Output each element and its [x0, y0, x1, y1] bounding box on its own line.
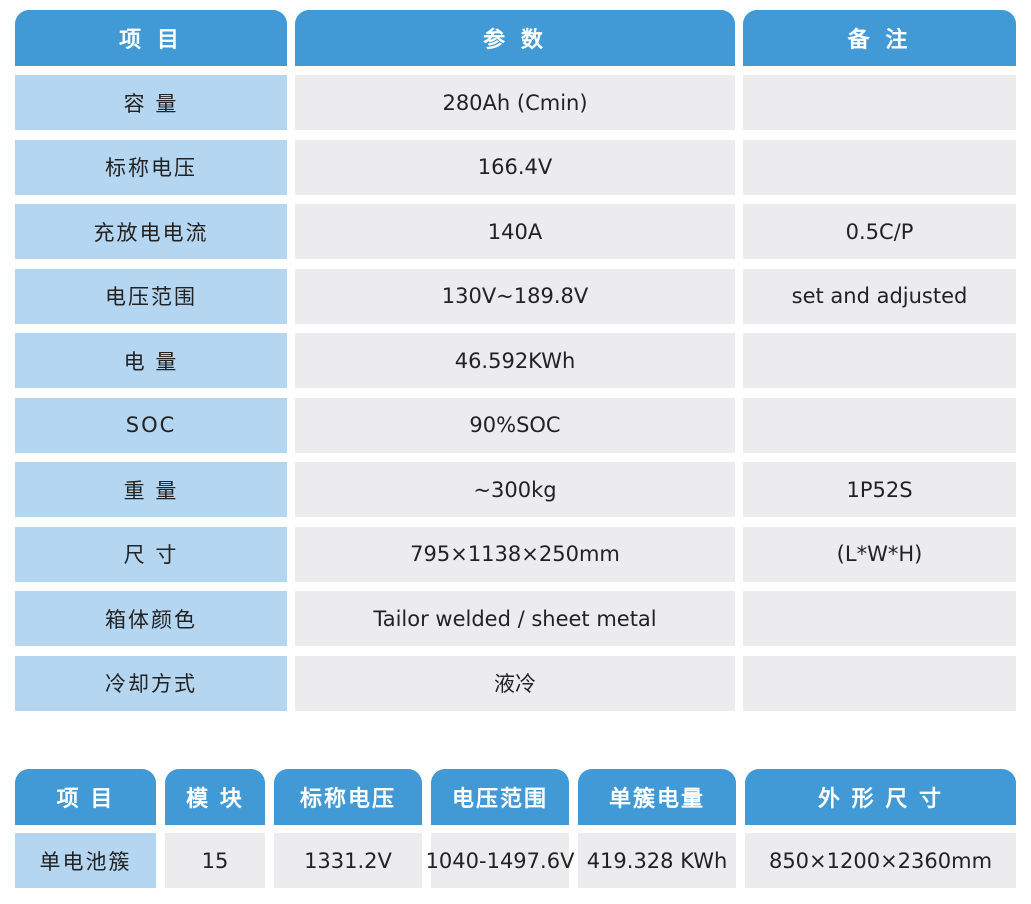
- header-item: 项 目: [15, 10, 287, 66]
- spec-cell-note: [743, 139, 1016, 195]
- spec-cell-param: ~300kg: [295, 462, 735, 517]
- spec-cell-param: Tailor welded / sheet metal: [295, 591, 735, 646]
- spec-cell-param: 90%SOC: [295, 397, 735, 453]
- header-param: 参 数: [295, 10, 735, 66]
- spec-cell-note: 1P52S: [743, 462, 1016, 517]
- cluster-header-0: 项 目: [15, 769, 156, 825]
- spec-cell-item: 冷却方式: [15, 655, 287, 711]
- spec-cell-item: 尺 寸: [15, 526, 287, 582]
- spec-cell-param: 280Ah (Cmin): [295, 75, 735, 130]
- spec-cell-note: [743, 397, 1016, 453]
- spec-cell-item: 容 量: [15, 75, 287, 130]
- cluster-cell-1: 15: [165, 833, 265, 888]
- spec-cell-item: 标称电压: [15, 139, 287, 195]
- cluster-header-1: 模 块: [165, 769, 265, 825]
- spec-cell-item: 电 量: [15, 333, 287, 388]
- header-note: 备 注: [743, 10, 1016, 66]
- spec-cell-item: 充放电电流: [15, 204, 287, 259]
- cluster-header-5: 外 形 尺 寸: [745, 769, 1016, 825]
- spec-cell-item: 重 量: [15, 462, 287, 517]
- spec-cell-param: 140A: [295, 204, 735, 259]
- cluster-header-4: 单簇电量: [578, 769, 736, 825]
- cluster-header-2: 标称电压: [274, 769, 422, 825]
- cluster-cell-4: 419.328 KWh: [578, 833, 736, 888]
- cluster-cell-2: 1331.2V: [274, 833, 422, 888]
- spec-cell-note: set and adjusted: [743, 268, 1016, 324]
- spec-cell-note: 0.5C/P: [743, 204, 1016, 259]
- spec-cell-item: 电压范围: [15, 268, 287, 324]
- spec-cell-note: (L*W*H): [743, 526, 1016, 582]
- spec-cell-item: 箱体颜色: [15, 591, 287, 646]
- spec-cell-note: [743, 591, 1016, 646]
- cluster-cell-5: 850×1200×2360mm: [745, 833, 1016, 888]
- cluster-cell-0: 单电池簇: [15, 833, 156, 888]
- spec-cell-param: 166.4V: [295, 139, 735, 195]
- spec-cell-param: 795×1138×250mm: [295, 526, 735, 582]
- spec-cell-note: [743, 75, 1016, 130]
- cluster-cell-3: 1040-1497.6V: [426, 833, 574, 888]
- spec-cell-param: 130V~189.8V: [295, 268, 735, 324]
- spec-cell-note: [743, 655, 1016, 711]
- spec-cell-note: [743, 333, 1016, 388]
- spec-cell-param: 液冷: [295, 655, 735, 711]
- spec-cell-item: SOC: [15, 397, 287, 453]
- cluster-header-3: 电压范围: [431, 769, 569, 825]
- spec-cell-param: 46.592KWh: [295, 333, 735, 388]
